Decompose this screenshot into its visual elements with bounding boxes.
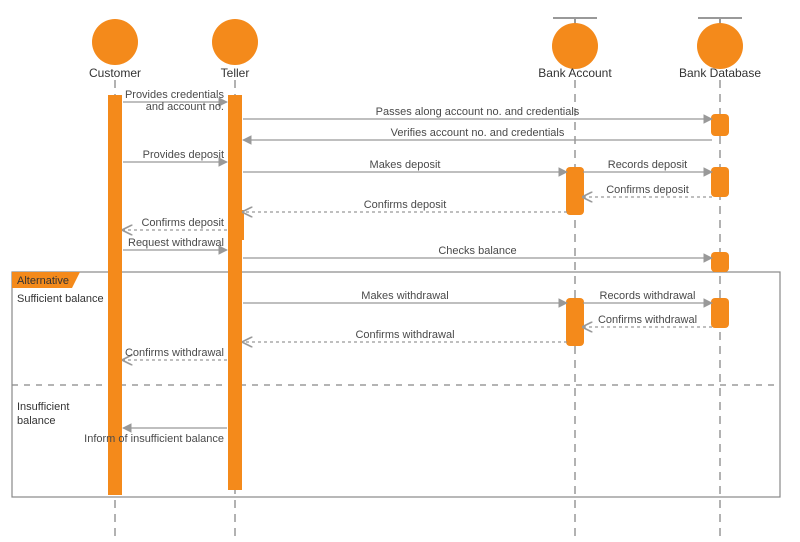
activation-db-5 (711, 167, 729, 197)
message-label-16: Inform of insufficient balance (84, 433, 224, 445)
message-label-6: Confirms deposit (606, 184, 689, 196)
message-label-0: Provides credentials (125, 89, 225, 101)
activation-teller-1 (228, 95, 242, 490)
activation-teller-2 (230, 210, 244, 240)
activation-account-4 (566, 167, 584, 215)
actor-head-customer (92, 19, 138, 65)
message-label-4: Makes deposit (370, 159, 441, 171)
svg-text:balance: balance (17, 415, 56, 427)
guard-0: Sufficient balance (17, 293, 104, 305)
activation-account-7 (566, 298, 584, 346)
message-label-8: Confirms deposit (141, 217, 224, 229)
message-label-9: Request withdrawal (128, 237, 224, 249)
svg-text:and account no.: and account no. (146, 101, 224, 113)
message-label-5: Records deposit (608, 159, 688, 171)
activation-db-3 (711, 114, 729, 136)
actor-head-teller (212, 19, 258, 65)
message-label-11: Makes withdrawal (361, 290, 448, 302)
actor-label-customer: Customer (89, 66, 141, 80)
message-label-15: Confirms withdrawal (125, 347, 224, 359)
actor-label-teller: Teller (221, 66, 250, 80)
actor-head-db (697, 23, 743, 69)
actor-label-db: Bank Database (679, 66, 761, 80)
activation-db-8 (711, 298, 729, 328)
message-label-1: Passes along account no. and credentials (376, 106, 580, 118)
actor-label-account: Bank Account (538, 66, 612, 80)
activation-db-6 (711, 252, 729, 272)
message-label-7: Confirms deposit (364, 199, 447, 211)
message-label-12: Records withdrawal (600, 290, 696, 302)
message-label-3: Provides deposit (143, 149, 224, 161)
actor-head-account (552, 23, 598, 69)
message-label-14: Confirms withdrawal (355, 329, 454, 341)
alt-frame-tag-label: Alternative (17, 275, 69, 287)
message-label-2: Verifies account no. and credentials (391, 127, 565, 139)
guard-1: Insufficient (17, 401, 69, 413)
sequence-diagram: Alternative Sufficient balance Insufficien… (0, 0, 800, 542)
message-label-13: Confirms withdrawal (598, 314, 697, 326)
message-label-10: Checks balance (438, 245, 516, 257)
